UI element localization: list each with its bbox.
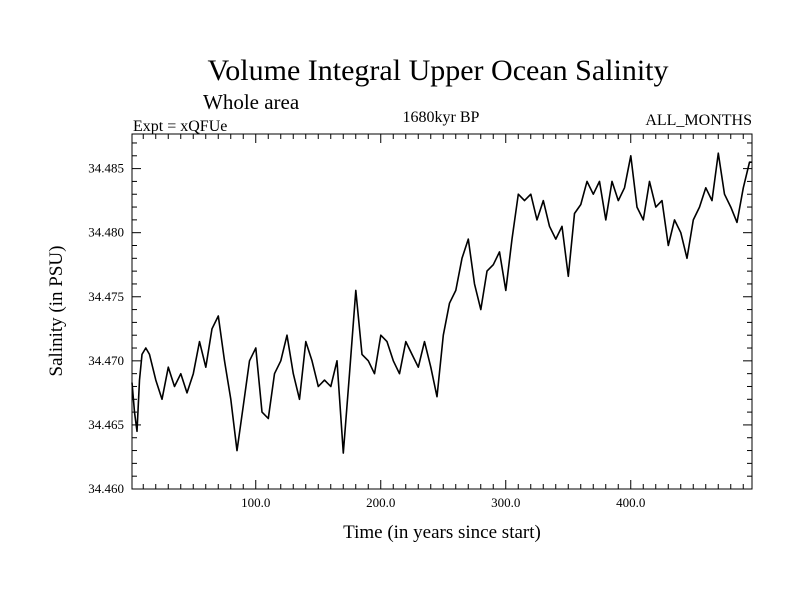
salinity-series-line — [131, 152, 752, 454]
x-tick-label: 200.0 — [366, 495, 395, 510]
x-tick-label: 300.0 — [491, 495, 520, 510]
y-tick-label: 34.475 — [88, 289, 124, 304]
experiment-label: Expt = xQFUe — [133, 118, 227, 135]
x-tick-label: 100.0 — [241, 495, 270, 510]
y-tick-label: 34.480 — [88, 225, 124, 240]
y-tick-label: 34.470 — [88, 353, 124, 368]
y-tick-label: 34.485 — [88, 161, 124, 176]
axis-ticks: 100.0 200.0 300.0 400.0 34.460 34.465 34.470 34… — [88, 134, 752, 510]
months-label: ALL_MONTHS — [645, 112, 752, 129]
plot-frame — [131, 133, 753, 490]
y-tick-label: 34.465 — [88, 417, 124, 432]
x-tick-label: 400.0 — [616, 495, 645, 510]
chart-title: Volume Integral Upper Ocean Salinity — [208, 54, 669, 87]
y-tick-label: 34.460 — [88, 481, 124, 496]
y-axis-label: Salinity (in PSU) — [46, 246, 67, 377]
chart-subtitle: Whole area — [203, 90, 300, 114]
x-axis-label: Time (in years since start) — [343, 522, 541, 543]
period-label: 1680kyr BP — [403, 109, 480, 126]
